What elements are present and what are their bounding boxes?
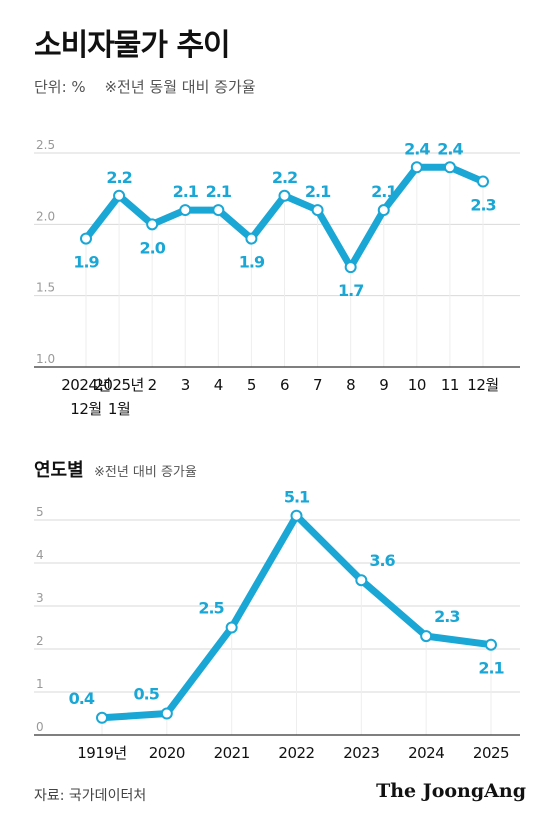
x-tick-label: 2021 — [214, 744, 250, 762]
y-tick-label: 1 — [36, 677, 44, 691]
data-label: 2.2 — [106, 168, 131, 187]
unit-label: 단위: % — [34, 78, 86, 96]
y-tick-label: 2 — [36, 634, 44, 648]
yearly-note: ※전년 대비 증가율 — [93, 465, 197, 480]
x-tick-label: 2025 — [473, 744, 509, 762]
y-tick-label: 2.0 — [36, 209, 55, 223]
x-tick-label: 2025년 — [94, 376, 143, 394]
y-tick-label: 2.5 — [36, 138, 55, 152]
data-label: 2.3 — [434, 607, 459, 626]
page-title: 소비자물가 추이 — [34, 28, 231, 63]
data-label: 2.5 — [198, 599, 224, 618]
data-label: 2.3 — [470, 196, 495, 215]
data-label: 2.4 — [404, 139, 430, 158]
x-tick-label: 2 — [148, 376, 157, 394]
data-label: 2.1 — [305, 182, 331, 201]
data-point — [485, 638, 497, 651]
data-label: 2.4 — [437, 139, 463, 158]
data-point — [420, 630, 433, 643]
y-tick-label: 1.5 — [36, 281, 55, 295]
data-point — [96, 711, 108, 724]
yearly-section-title: 연도별 ※전년 대비 증가율 — [34, 456, 197, 482]
data-point — [80, 232, 92, 245]
x-tick-label: 12월 — [467, 376, 498, 394]
data-label: 1.9 — [73, 253, 99, 272]
x-tick-label: 8 — [346, 376, 355, 394]
data-label: 2.1 — [478, 659, 504, 678]
data-label: 3.6 — [369, 551, 395, 570]
x-tick-label: 2023 — [343, 744, 379, 762]
data-point — [212, 204, 225, 217]
data-point — [443, 161, 456, 174]
x-tick-label: 10 — [408, 376, 426, 394]
brand-logo: The JoongAng — [376, 780, 526, 802]
y-tick-label: 1.0 — [36, 352, 55, 366]
data-point — [245, 232, 258, 245]
data-point — [160, 707, 173, 720]
data-label: 2.1 — [371, 182, 397, 201]
x-tick-label: 6 — [280, 376, 289, 394]
x-tick-label: 11 — [441, 376, 459, 394]
data-point — [355, 574, 368, 587]
x-tick-label: 1919년 — [77, 744, 126, 762]
x-tick-label: 3 — [181, 376, 190, 394]
monthly-cpi-chart: 1.0 1.5 2.0 2.5 1.9 2.2 2.0 2.1 2.1 1.9 2.2 2.1 1.7 2… — [34, 138, 520, 418]
data-point — [477, 175, 489, 188]
data-label: 5.1 — [284, 488, 310, 507]
x-tick-label: 2024년 — [61, 376, 110, 394]
data-label: 0.5 — [133, 685, 159, 704]
data-point — [344, 261, 357, 274]
data-point — [113, 189, 126, 202]
x-tick-label: 2024 — [408, 744, 444, 762]
x-tick-label: 2022 — [278, 744, 314, 762]
source-note: 자료: 국가데이터처 — [34, 788, 147, 804]
x-tick-label: 4 — [214, 376, 223, 394]
unit-note: 단위: % ※전년 동월 대비 증가율 — [34, 76, 256, 97]
x-tick-label: 1월 — [108, 400, 130, 418]
x-tick-label: 2020 — [149, 744, 185, 762]
data-label: 1.9 — [239, 253, 265, 272]
data-label: 2.2 — [272, 168, 297, 187]
x-tick-label: 12월 — [70, 400, 101, 418]
data-label: 2.1 — [206, 182, 232, 201]
data-label: 0.4 — [69, 689, 95, 708]
y-tick-label: 3 — [36, 591, 44, 605]
yearly-title: 연도별 — [34, 460, 84, 481]
data-point — [146, 218, 159, 231]
data-point — [311, 204, 324, 217]
y-tick-label: 0 — [36, 720, 44, 734]
data-point — [377, 204, 390, 217]
x-tick-label: 5 — [247, 376, 256, 394]
data-point — [278, 189, 291, 202]
y-tick-label: 4 — [36, 548, 44, 562]
data-point — [179, 204, 192, 217]
data-point — [410, 161, 423, 174]
x-tick-label: 9 — [379, 376, 388, 394]
x-tick-label: 7 — [313, 376, 322, 394]
y-tick-label: 5 — [36, 505, 44, 519]
comparison-note: ※전년 동월 대비 증가율 — [104, 78, 256, 96]
data-point — [290, 509, 303, 522]
data-label: 1.7 — [338, 281, 363, 300]
data-label: 2.1 — [173, 182, 199, 201]
data-point — [225, 621, 238, 634]
data-label: 2.0 — [139, 238, 165, 257]
